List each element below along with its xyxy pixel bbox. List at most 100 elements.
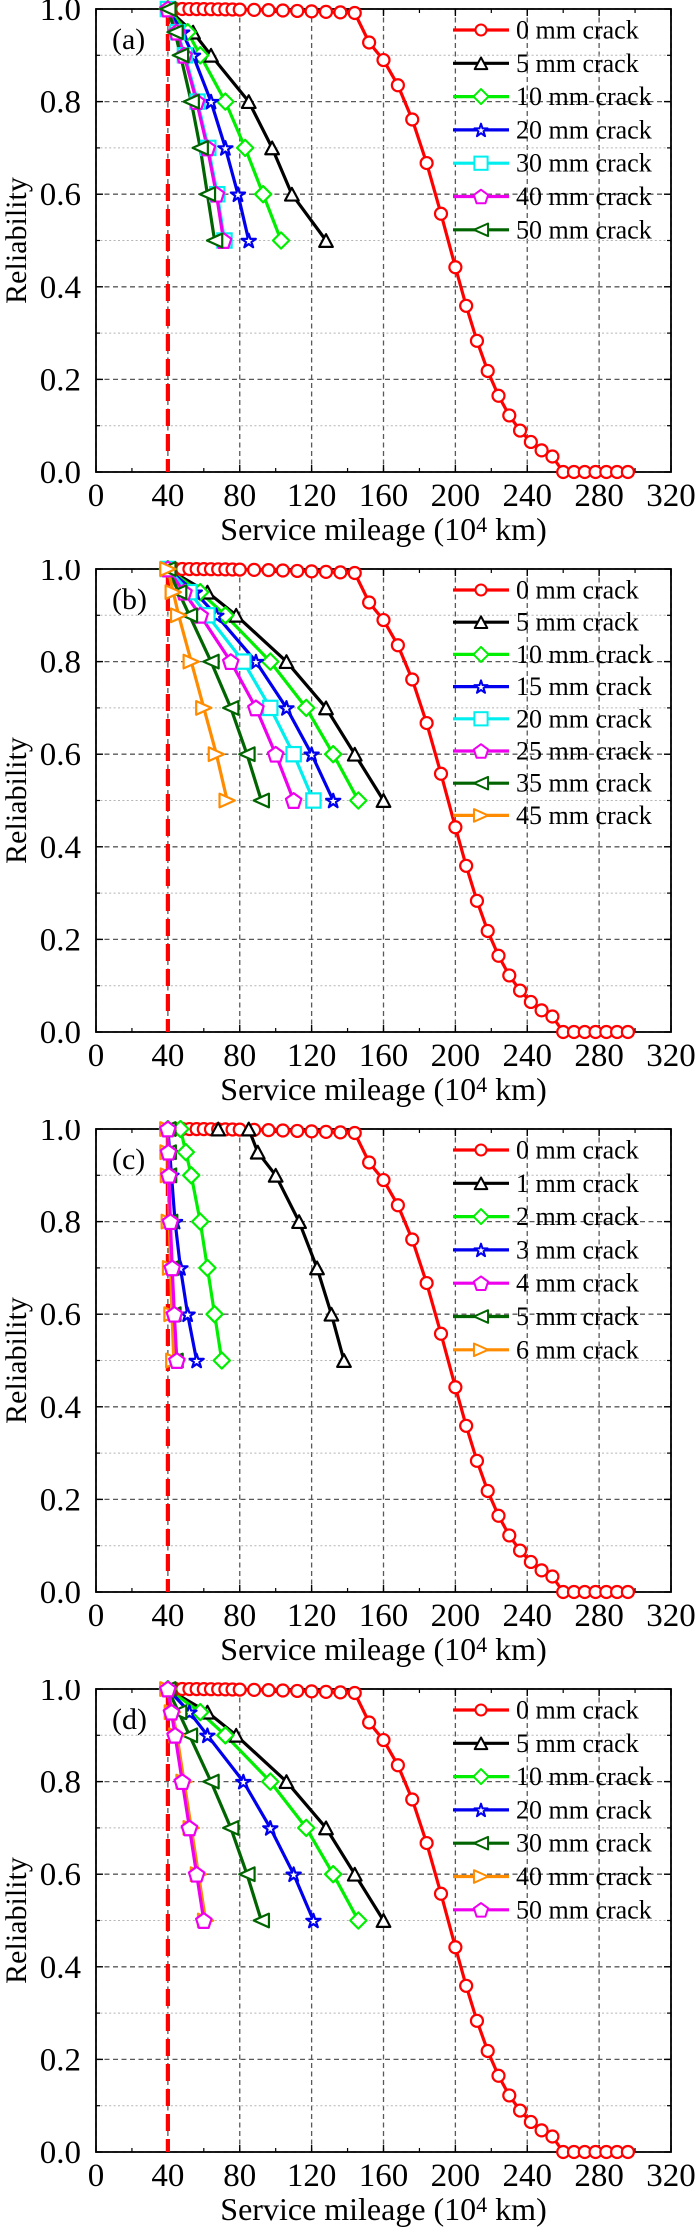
svg-text:280: 280 <box>574 2158 624 2194</box>
svg-text:Reliability: Reliability <box>0 1857 33 1984</box>
svg-text:40: 40 <box>151 1038 184 1074</box>
svg-text:120: 120 <box>287 1598 337 1634</box>
svg-text:0 mm crack: 0 mm crack <box>516 16 639 45</box>
svg-text:1 mm crack: 1 mm crack <box>516 1169 639 1198</box>
svg-text:0.2: 0.2 <box>40 1482 81 1518</box>
svg-text:0.8: 0.8 <box>40 645 81 681</box>
svg-text:0.8: 0.8 <box>40 1205 81 1241</box>
svg-text:30 mm crack: 30 mm crack <box>516 1829 652 1858</box>
svg-text:160: 160 <box>359 1038 409 1074</box>
svg-text:3 mm crack: 3 mm crack <box>516 1235 639 1264</box>
svg-text:50 mm crack: 50 mm crack <box>516 215 652 244</box>
svg-text:40: 40 <box>151 1598 184 1634</box>
svg-text:Service mileage (104 km): Service mileage (104 km) <box>220 511 546 547</box>
svg-text:10 mm crack: 10 mm crack <box>516 1762 652 1791</box>
svg-text:200: 200 <box>431 2158 481 2194</box>
svg-text:240: 240 <box>503 1038 553 1074</box>
svg-text:5 mm crack: 5 mm crack <box>516 1302 639 1331</box>
svg-text:280: 280 <box>574 1038 624 1074</box>
svg-text:0.4: 0.4 <box>40 1390 81 1426</box>
svg-text:35 mm crack: 35 mm crack <box>516 769 652 798</box>
svg-text:0.0: 0.0 <box>40 455 81 491</box>
svg-text:0 mm crack: 0 mm crack <box>516 1696 639 1725</box>
svg-text:0.4: 0.4 <box>40 270 81 306</box>
svg-text:0 mm crack: 0 mm crack <box>516 576 639 605</box>
svg-text:(c): (c) <box>112 1143 145 1176</box>
svg-text:15 mm crack: 15 mm crack <box>516 672 652 701</box>
svg-text:25 mm crack: 25 mm crack <box>516 737 652 766</box>
svg-text:0.0: 0.0 <box>40 1015 81 1051</box>
svg-text:240: 240 <box>503 478 553 514</box>
svg-text:320: 320 <box>646 478 696 514</box>
svg-text:320: 320 <box>646 1038 696 1074</box>
svg-text:120: 120 <box>287 2158 337 2194</box>
svg-text:50 mm crack: 50 mm crack <box>516 1895 652 1924</box>
svg-text:Service mileage (104 km): Service mileage (104 km) <box>220 1631 546 1667</box>
svg-text:240: 240 <box>503 2158 553 2194</box>
svg-text:0: 0 <box>88 478 105 514</box>
svg-text:80: 80 <box>223 478 256 514</box>
svg-text:0.2: 0.2 <box>40 362 81 398</box>
svg-text:280: 280 <box>574 478 624 514</box>
svg-text:40 mm crack: 40 mm crack <box>516 182 652 211</box>
svg-text:10 mm crack: 10 mm crack <box>516 640 652 669</box>
svg-text:0.6: 0.6 <box>40 1297 81 1333</box>
svg-text:0: 0 <box>88 2158 105 2194</box>
svg-text:5 mm crack: 5 mm crack <box>516 1729 639 1758</box>
svg-text:320: 320 <box>646 1598 696 1634</box>
svg-text:Reliability: Reliability <box>0 1297 33 1424</box>
svg-text:6 mm crack: 6 mm crack <box>516 1335 639 1364</box>
svg-text:80: 80 <box>223 1038 256 1074</box>
svg-text:0 mm crack: 0 mm crack <box>516 1136 639 1165</box>
svg-text:0.6: 0.6 <box>40 1857 81 1893</box>
svg-text:0.0: 0.0 <box>40 1575 81 1611</box>
svg-text:Service mileage (104 km): Service mileage (104 km) <box>220 2191 546 2227</box>
svg-text:2 mm crack: 2 mm crack <box>516 1202 639 1231</box>
svg-text:40 mm crack: 40 mm crack <box>516 1862 652 1891</box>
svg-text:0.4: 0.4 <box>40 1950 81 1986</box>
svg-text:(b): (b) <box>112 583 147 616</box>
svg-text:160: 160 <box>359 1598 409 1634</box>
svg-text:40: 40 <box>151 478 184 514</box>
svg-text:0: 0 <box>88 1038 105 1074</box>
svg-text:320: 320 <box>646 2158 696 2194</box>
svg-text:10 mm crack: 10 mm crack <box>516 82 652 111</box>
svg-text:40: 40 <box>151 2158 184 2194</box>
svg-text:(a): (a) <box>112 23 145 56</box>
svg-text:80: 80 <box>223 1598 256 1634</box>
svg-text:160: 160 <box>359 478 409 514</box>
svg-text:280: 280 <box>574 1598 624 1634</box>
svg-text:1.0: 1.0 <box>40 1120 81 1148</box>
svg-text:0.8: 0.8 <box>40 85 81 121</box>
svg-text:240: 240 <box>503 1598 553 1634</box>
svg-text:0.6: 0.6 <box>40 737 81 773</box>
svg-text:200: 200 <box>431 478 481 514</box>
svg-text:160: 160 <box>359 2158 409 2194</box>
svg-text:0.2: 0.2 <box>40 922 81 958</box>
svg-text:20 mm crack: 20 mm crack <box>516 1795 652 1824</box>
svg-text:0.8: 0.8 <box>40 1765 81 1801</box>
svg-text:0: 0 <box>88 1598 105 1634</box>
svg-text:Service mileage (104 km): Service mileage (104 km) <box>220 1071 546 1107</box>
svg-text:20 mm crack: 20 mm crack <box>516 704 652 733</box>
svg-text:5 mm crack: 5 mm crack <box>516 49 639 78</box>
svg-text:1.0: 1.0 <box>40 1680 81 1708</box>
svg-text:0.4: 0.4 <box>40 830 81 866</box>
svg-text:1.0: 1.0 <box>40 560 81 588</box>
svg-text:20 mm crack: 20 mm crack <box>516 115 652 144</box>
svg-text:Reliability: Reliability <box>0 737 33 864</box>
svg-text:(d): (d) <box>112 1703 147 1736</box>
svg-text:1.0: 1.0 <box>40 0 81 28</box>
svg-text:120: 120 <box>287 478 337 514</box>
svg-text:0.2: 0.2 <box>40 2042 81 2078</box>
svg-text:4 mm crack: 4 mm crack <box>516 1269 639 1298</box>
svg-text:30 mm crack: 30 mm crack <box>516 149 652 178</box>
svg-text:45 mm crack: 45 mm crack <box>516 801 652 830</box>
svg-text:0.6: 0.6 <box>40 177 81 213</box>
svg-text:80: 80 <box>223 2158 256 2194</box>
svg-text:Reliability: Reliability <box>0 177 33 304</box>
svg-text:120: 120 <box>287 1038 337 1074</box>
svg-text:5 mm crack: 5 mm crack <box>516 608 639 637</box>
svg-text:200: 200 <box>431 1038 481 1074</box>
svg-text:200: 200 <box>431 1598 481 1634</box>
